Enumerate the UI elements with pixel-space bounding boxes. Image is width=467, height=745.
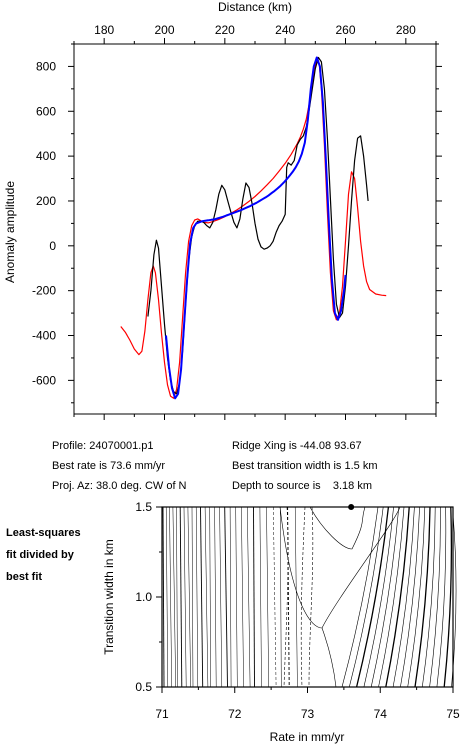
best-rate-label: Best rate is 73.6 mm/yr (52, 460, 165, 472)
contour-line (341, 506, 379, 688)
x-tick-label: 180 (94, 23, 114, 37)
contour-line (224, 506, 228, 688)
contour-line (363, 506, 394, 688)
width-tick-label: 0.5 (135, 680, 152, 694)
contour-line (195, 506, 199, 688)
y-tick-label: -400 (32, 329, 56, 343)
y-tick-label: 400 (36, 149, 56, 163)
rate-tick-label: 72 (228, 707, 242, 721)
width-axis-title: Transition width in km (102, 539, 116, 655)
contour-line (280, 506, 282, 688)
y-tick-label: -200 (32, 284, 56, 298)
contour-line (200, 506, 204, 688)
contour-line (283, 506, 289, 688)
depth-label: Depth to source is 3.18 km (232, 480, 372, 492)
rate-tick-label: 75 (446, 707, 460, 721)
contour-line (214, 506, 217, 688)
contour-line (294, 506, 298, 688)
contour-line (235, 506, 238, 688)
contour-lines (162, 506, 457, 688)
anomaly-plot-frame (73, 43, 437, 415)
info-block: Profile: 24070001.p1 Best rate is 73.6 m… (52, 440, 378, 492)
contour-line (266, 506, 269, 688)
contour-line (259, 506, 262, 688)
contour-line (309, 506, 366, 550)
contour-line (204, 506, 209, 688)
profile-label: Profile: 24070001.p1 (52, 440, 154, 452)
contour-line (436, 506, 447, 688)
anomaly-ticks: 180 200 220 240 260 280 -600 -400 -200 0 200 400 600… (32, 23, 442, 420)
ridge-xing-label: Ridge Xing is -44.08 93.67 (232, 440, 362, 452)
rate-tick-label: 73 (301, 707, 315, 721)
contour-line (400, 506, 420, 688)
rate-tick-label: 74 (374, 707, 388, 721)
rate-tick-label: 71 (155, 707, 169, 721)
contour-line (451, 514, 457, 688)
contour-line (169, 506, 172, 688)
contour-line (392, 506, 415, 688)
contour-line (176, 506, 178, 688)
y-axis-title: Anomaly amplitude (3, 181, 17, 283)
misfit-contour-chart: 71 72 73 74 75 0.5 1.0 1.5 Rate in mm/yr Transi… (102, 500, 460, 744)
contour-line (414, 506, 431, 688)
y-tick-label: 800 (36, 59, 56, 73)
x-axis-title: Distance (km) (218, 0, 292, 14)
contour-line (273, 506, 277, 688)
contour-line (253, 506, 255, 688)
best-fit-marker (348, 504, 355, 510)
y-tick-label: -600 (32, 373, 56, 387)
side-note: Least-squares fit divided by best fit (6, 527, 81, 583)
contour-line (300, 506, 306, 688)
contour-line (429, 506, 441, 688)
contour-line (241, 506, 244, 688)
contour-line (443, 506, 453, 688)
contour-line (172, 506, 176, 688)
side-note-line-2: fit divided by (6, 549, 75, 561)
x-tick-label: 280 (396, 23, 416, 37)
rate-axis-title: Rate in mm/yr (270, 730, 345, 744)
fitted-segment-line (165, 56, 347, 400)
contour-line (378, 506, 405, 688)
contour-ticks: 71 72 73 74 75 0.5 1.0 1.5 (135, 500, 460, 721)
x-tick-label: 220 (215, 23, 235, 37)
x-tick-label: 200 (154, 23, 174, 37)
contour-line (308, 506, 314, 688)
contour-line (219, 506, 223, 688)
contour-line (385, 506, 410, 688)
contour-line (179, 506, 183, 688)
best-transition-label: Best transition width is 1.5 km (232, 460, 378, 472)
contour-line (229, 506, 232, 688)
anomaly-chart: 180 200 220 240 260 280 -600 -400 -200 0 200 400 600… (3, 0, 442, 420)
contour-line (422, 506, 436, 688)
contour-line (183, 506, 187, 688)
contour-line (187, 506, 191, 688)
side-note-line-3: best fit (6, 571, 42, 583)
contour-line (407, 506, 426, 688)
contour-line (321, 627, 337, 688)
y-tick-label: 200 (36, 194, 56, 208)
model-anomaly-line (120, 56, 387, 399)
x-tick-label: 240 (275, 23, 295, 37)
contour-line (279, 506, 401, 629)
y-tick-label: 0 (49, 239, 56, 253)
width-tick-label: 1.5 (135, 500, 152, 514)
contour-line (209, 506, 211, 688)
contour-line (370, 506, 400, 688)
proj-az-label: Proj. Az: 38.0 deg. CW of N (52, 480, 187, 492)
width-tick-label: 1.0 (135, 590, 152, 604)
contour-line (191, 506, 194, 688)
x-tick-label: 260 (335, 23, 355, 37)
contour-line (349, 506, 384, 688)
contour-line (162, 506, 165, 688)
contour-line (165, 506, 169, 688)
side-note-line-1: Least-squares (6, 527, 81, 539)
anomaly-series (120, 56, 387, 400)
y-tick-label: 600 (36, 104, 56, 118)
contour-line (247, 506, 251, 688)
contour-line (355, 506, 390, 688)
